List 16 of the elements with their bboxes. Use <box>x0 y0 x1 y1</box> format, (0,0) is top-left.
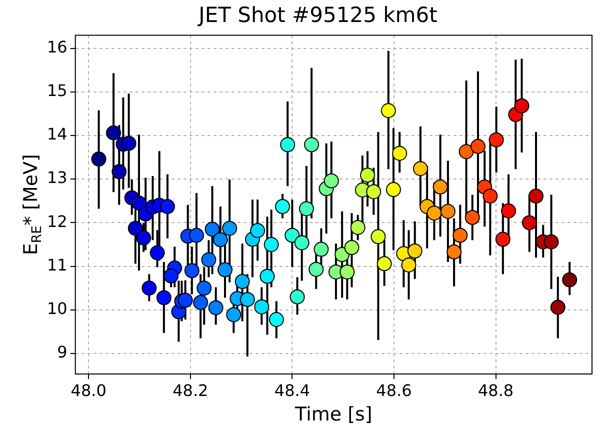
y-axis-title: ERE* [MeV] <box>20 154 46 256</box>
y-tick-label: 11 <box>47 255 68 274</box>
x-axis-title: Time [s] <box>294 404 372 426</box>
x-tick-label: 48.4 <box>274 380 310 400</box>
x-tick-label: 48.2 <box>172 380 208 400</box>
y-tick-label: 12 <box>47 212 68 231</box>
y-tick-label: 15 <box>47 81 68 100</box>
x-tick-label: 48.0 <box>70 380 106 400</box>
y-tick-label: 9 <box>57 342 68 362</box>
y-tick-label: 14 <box>47 124 68 144</box>
y-tick-label: 13 <box>47 168 68 188</box>
x-tick-label: 48.6 <box>376 380 412 400</box>
x-tick-label: 48.8 <box>478 380 514 400</box>
y-tick-label: 10 <box>47 299 68 318</box>
chart-title: JET Shot #95125 km6t <box>196 3 438 28</box>
y-tick-label: 16 <box>47 37 68 56</box>
